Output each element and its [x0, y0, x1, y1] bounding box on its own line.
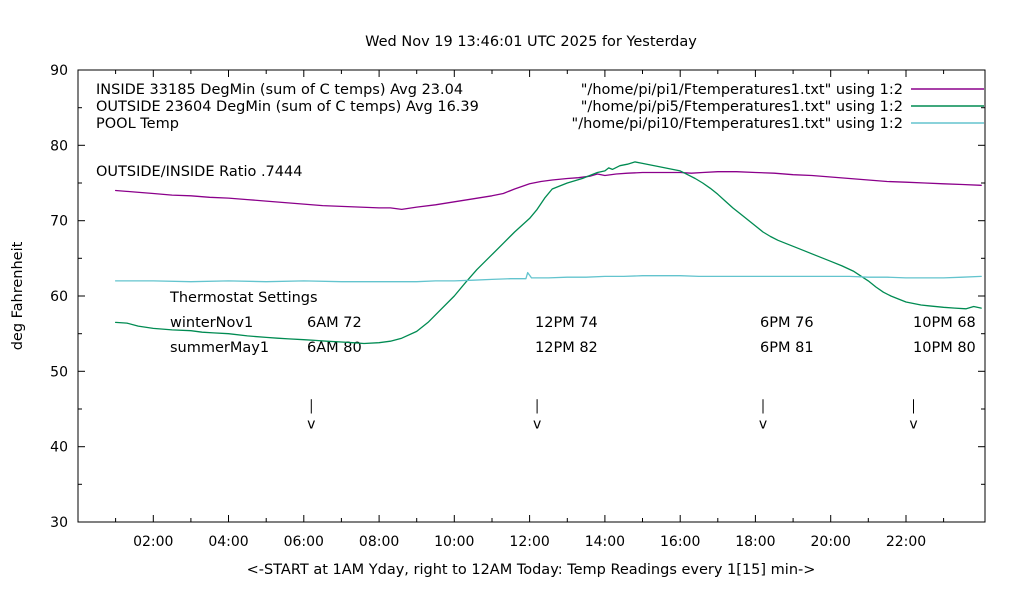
x-tick-label: 08:00	[359, 534, 399, 550]
thermostat-winter-6pm: 6PM 76	[760, 315, 814, 331]
thermostat-summer-12pm: 12PM 82	[535, 340, 598, 356]
x-tick-label: 16:00	[660, 534, 700, 550]
x-tick-label: 18:00	[735, 534, 775, 550]
thermostat-summer-10pm: 10PM 80	[913, 340, 976, 356]
outside-inside-ratio-label: OUTSIDE/INSIDE Ratio .7444	[96, 164, 302, 180]
arrow-v-glyph: v	[759, 417, 767, 433]
y-tick-label: 40	[50, 440, 68, 456]
inside-series-line	[114, 171, 982, 211]
thermostat-summer-name: summerMay1	[170, 340, 269, 356]
thermostat-winter-12pm: 12PM 74	[535, 315, 598, 331]
x-tick-label: 04:00	[208, 534, 248, 550]
chart-title: Wed Nov 19 13:46:01 UTC 2025 for Yesterd…	[365, 34, 697, 50]
arrow-v-glyph: v	[533, 417, 541, 433]
pool-series-line	[114, 271, 982, 283]
x-tick-label: 14:00	[585, 534, 625, 550]
thermostat-winter-10pm: 10PM 68	[913, 315, 976, 331]
legend-label-outside: OUTSIDE 23604 DegMin (sum of C temps) Av…	[96, 99, 479, 115]
y-tick-label: 50	[50, 364, 68, 380]
arrow-v-glyph: v	[909, 417, 917, 433]
thermostat-settings: Thermostat Settings winterNov1 6AM 72 12…	[169, 290, 976, 356]
y-tick-label: 30	[50, 515, 68, 531]
legend-label-inside: INSIDE 33185 DegMin (sum of C temps) Avg…	[96, 82, 463, 98]
axis-ticks: 02:00 04:00 06:00 08:00 10:00 12:00 14:00 16:00…	[50, 63, 985, 550]
legend-label-pool: POOL Temp	[96, 116, 179, 132]
x-tick-label: 06:00	[284, 534, 324, 550]
arrow-v-glyph: v	[307, 417, 315, 433]
data-series	[114, 161, 982, 345]
legend-file-pool: "/home/pi/pi10/Ftemperatures1.txt" using…	[572, 116, 903, 132]
x-tick-label: 20:00	[811, 534, 851, 550]
thermostat-winter-name: winterNov1	[170, 315, 253, 331]
thermostat-summer-6am: 6AM 80	[307, 340, 362, 356]
thermostat-summer-6pm: 6PM 81	[760, 340, 814, 356]
y-tick-label: 70	[50, 214, 68, 230]
y-tick-label: 80	[50, 138, 68, 154]
outside-series-line	[114, 161, 982, 345]
legend-file-outside: "/home/pi/pi5/Ftemperatures1.txt" using …	[581, 99, 903, 115]
legend-file-inside: "/home/pi/pi1/Ftemperatures1.txt" using …	[581, 82, 903, 98]
y-axis-label: deg Fahrenheit	[10, 241, 26, 350]
y-tick-label: 90	[50, 63, 68, 79]
x-axis-label: <-START at 1AM Yday, right to 12AM Today…	[247, 562, 816, 578]
x-tick-label: 12:00	[509, 534, 549, 550]
y-tick-label: 60	[50, 289, 68, 305]
x-tick-label: 22:00	[886, 534, 926, 550]
legend: INSIDE 33185 DegMin (sum of C temps) Avg…	[96, 82, 984, 132]
x-tick-label: 10:00	[434, 534, 474, 550]
thermostat-heading: Thermostat Settings	[169, 290, 318, 306]
x-tick-label: 02:00	[133, 534, 173, 550]
thermostat-winter-6am: 6AM 72	[307, 315, 362, 331]
